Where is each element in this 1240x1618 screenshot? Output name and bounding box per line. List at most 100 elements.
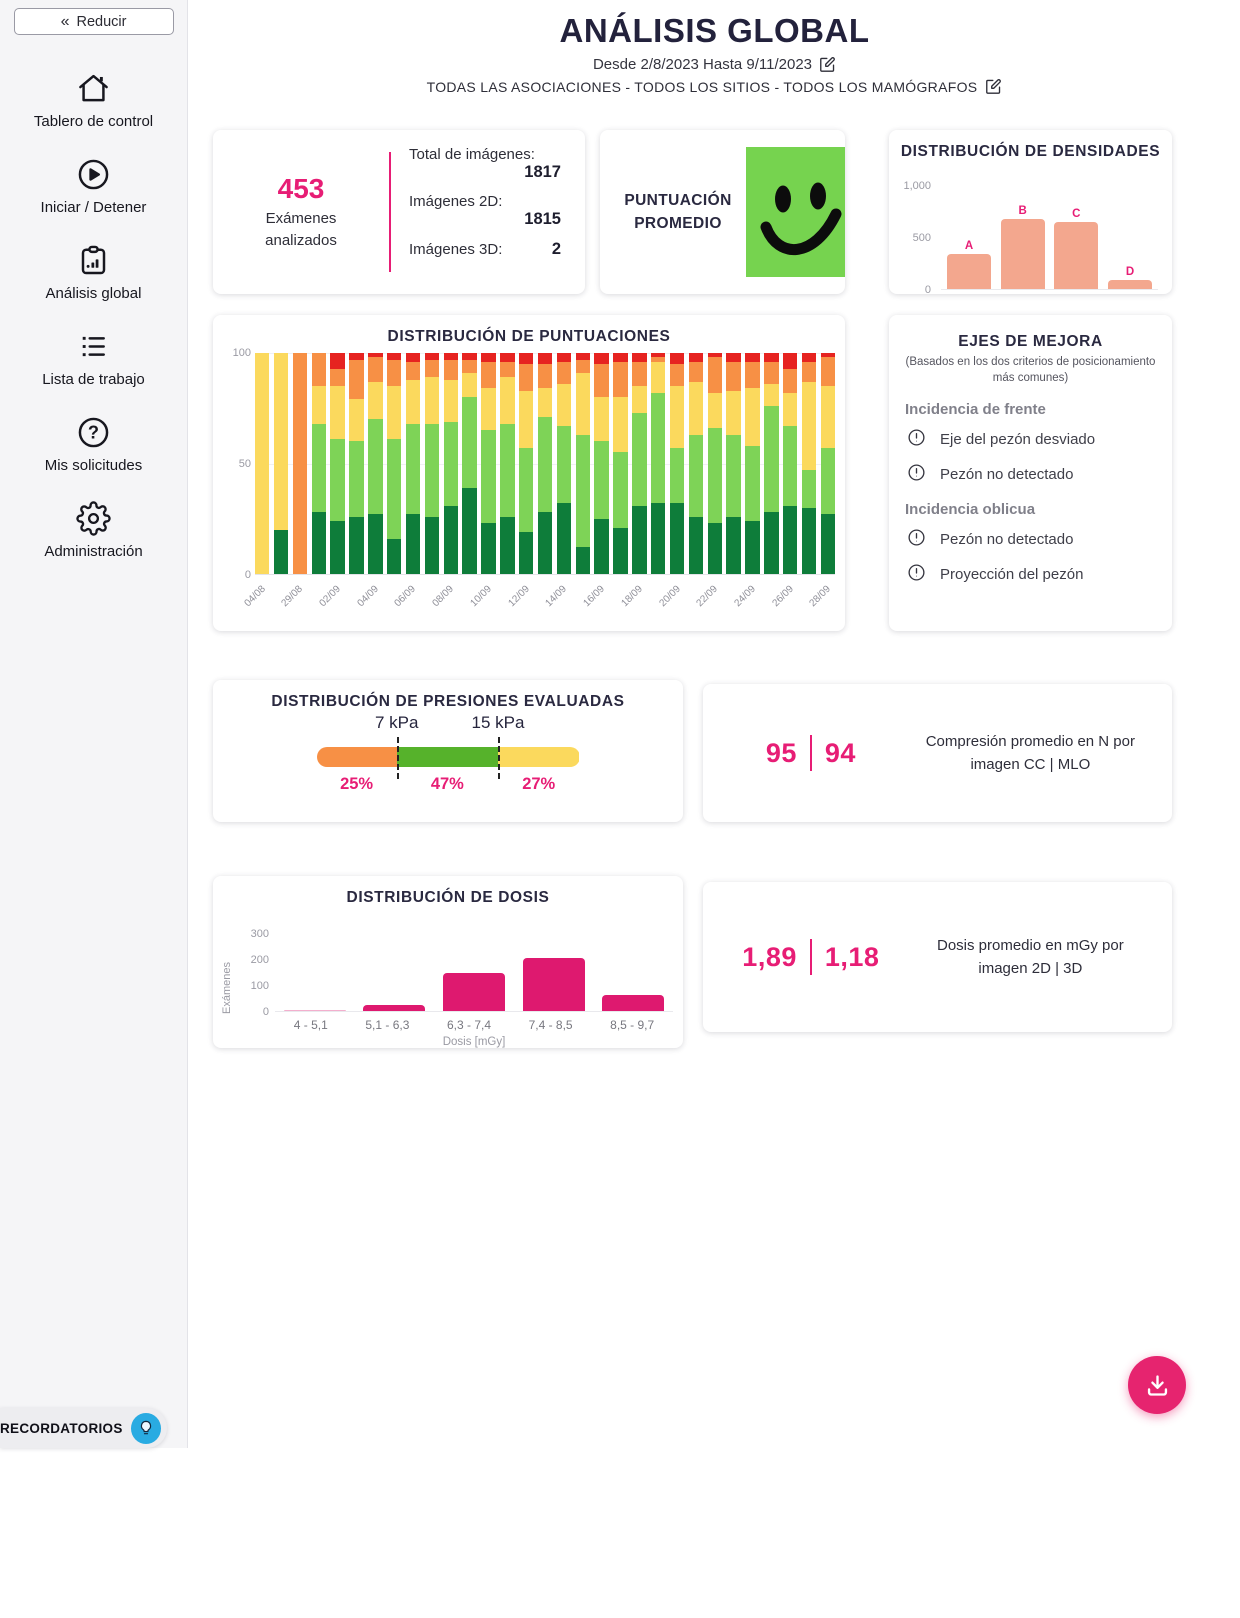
bar-segment-moderado: [537, 388, 553, 418]
bar-segment-excelente: [443, 505, 458, 574]
bar-segment-insuficiente: [330, 368, 345, 387]
bar-segment-bueno: [405, 423, 421, 515]
x-label-slot: 22/09: [695, 577, 722, 615]
bar-segment-inadecuado: [537, 353, 553, 365]
score-stacked-bar: [556, 353, 572, 574]
bar-segment-inadecuado: [651, 353, 666, 358]
pressure-percentage: 27%: [522, 775, 556, 793]
improvement-item-label: Pezón no detectado: [940, 466, 1074, 484]
score-stacked-bar: [255, 353, 270, 574]
lightbulb-icon: [130, 1412, 161, 1444]
alert-circle-icon: [907, 463, 926, 486]
score-stacked-bar: [820, 353, 836, 574]
reminders-button[interactable]: RECORDATORIOS: [0, 1408, 167, 1448]
bar-segment-inadecuado: [424, 353, 440, 360]
density-bar-B: B: [1000, 205, 1045, 289]
sidebar-item-administracion[interactable]: Administración: [0, 501, 187, 560]
sidebar-item-analisis-global[interactable]: Análisis global: [0, 243, 187, 302]
bar: [947, 254, 991, 289]
bar-segment-insuficiente: [613, 361, 628, 398]
bar-segment-inadecuado: [349, 353, 364, 360]
bar-segment-insuficiente: [801, 361, 817, 382]
exams-stats-card: 453 Exámenes analizados Total de imágenes…: [213, 130, 585, 294]
scores-title: DISTRIBUCIÓN DE PUNTUACIONES: [387, 328, 671, 345]
dose-bar: [442, 973, 505, 1011]
pressure-threshold-label: 7 kPa: [374, 713, 419, 732]
score-stacked-bar: [783, 353, 798, 574]
sidebar-item-mis-solicitudes[interactable]: ? Mis solicitudes: [0, 415, 187, 474]
average-score-card: PUNTUACIÓN PROMEDIO: [600, 130, 845, 294]
bar-segment-inadecuado: [443, 353, 458, 360]
stat-label: Imágenes 2D:: [409, 193, 503, 210]
bar-segment-moderado: [594, 397, 609, 442]
improvement-item: Proyección del pezón: [907, 563, 1156, 586]
pressure-segment: [497, 747, 580, 767]
bar-segment-moderado: [801, 381, 817, 471]
bar-segment-moderado: [368, 381, 383, 420]
x-label-slot: 02/09: [317, 577, 344, 615]
dose-chart: 0 100 200 300: [239, 928, 673, 1018]
bar-segment-moderado: [669, 386, 685, 449]
sidebar-item-label: Tablero de control: [33, 113, 154, 130]
bar-segment-insuficiente: [349, 359, 364, 400]
x-label-slot: 10/09: [468, 577, 495, 615]
sidebar-item-lista-de-trabajo[interactable]: Lista de trabajo: [0, 329, 187, 388]
score-stacked-bar: [651, 353, 666, 574]
bar-segment-moderado: [481, 388, 496, 431]
sidebar-item-tablero-de-control[interactable]: Tablero de control: [0, 71, 187, 130]
bar-segment-moderado: [726, 390, 741, 435]
score-stacked-bar: [594, 353, 609, 574]
bar-segment-moderado: [443, 379, 458, 422]
bar-segment-excelente: [632, 505, 647, 574]
score-stacked-bar: [632, 353, 647, 574]
improvement-item: Eje del pezón desviado: [907, 428, 1156, 451]
bar-segment-bueno: [519, 448, 534, 533]
score-stacked-bar: [292, 353, 308, 574]
dose-average-card: 1,89 1,18 Dosis promedio en mGy por imag…: [703, 882, 1172, 1032]
bar-segment-inadecuado: [462, 353, 477, 360]
improvement-subtitle: (Basados en los dos criterios de posicio…: [905, 356, 1156, 384]
report-chart-icon: [76, 243, 111, 278]
bar-segment-inadecuado: [519, 353, 534, 365]
bar-segment-insuficiente: [500, 361, 515, 378]
bar-segment-moderado: [651, 361, 666, 393]
bar-segment-excelente: [745, 520, 760, 574]
bar-segment-moderado: [255, 353, 270, 574]
score-stacked-bar: [669, 353, 685, 574]
x-label-slot: 12/09: [506, 577, 533, 615]
sidebar-nav: Tablero de control Iniciar / Detener Análi…: [0, 71, 187, 587]
bar-segment-insuficiente: [632, 361, 647, 387]
bar-segment-inadecuado: [745, 353, 760, 362]
collapse-sidebar-button[interactable]: « Reducir: [13, 8, 174, 35]
bar-segment-bueno: [783, 425, 798, 506]
bar-segment-bueno: [801, 470, 817, 508]
x-label-slot: 29/08: [280, 577, 307, 615]
bar-segment-insuficiente: [556, 361, 572, 384]
list-icon: [76, 329, 111, 364]
bar-segment-excelente: [368, 514, 383, 574]
axis-tick: 500: [912, 232, 931, 244]
bar-label: D: [1125, 265, 1135, 278]
download-button[interactable]: [1128, 1356, 1186, 1414]
score-stacked-bar: [273, 353, 289, 574]
x-label-slot: 14/09: [544, 577, 571, 615]
threshold-dashed-line: [497, 737, 500, 779]
x-label-slot: 18/09: [619, 577, 646, 615]
bar-segment-excelente: [556, 503, 572, 574]
bar-segment-excelente: [820, 514, 836, 574]
sidebar-item-iniciar-detener[interactable]: Iniciar / Detener: [0, 157, 187, 216]
bar-segment-excelente: [519, 532, 534, 574]
x-label-slot: 04/08: [242, 577, 269, 615]
bar-segment-moderado: [707, 392, 722, 429]
exams-caption: Exámenes analizados: [265, 209, 337, 249]
stat-label: Total de imágenes:: [409, 146, 535, 163]
bar-segment-excelente: [801, 507, 817, 574]
edit-date-range-button[interactable]: [819, 56, 836, 73]
bar-segment-inadecuado: [632, 353, 647, 362]
score-stacked-bar: [726, 353, 741, 574]
pressure-threshold-label: 15 kPa: [471, 713, 525, 732]
bar-segment-bueno: [349, 441, 364, 517]
bar-segment-excelente: [783, 505, 798, 574]
bar-segment-insuficiente: [594, 364, 609, 398]
edit-filters-button[interactable]: [985, 78, 1002, 95]
